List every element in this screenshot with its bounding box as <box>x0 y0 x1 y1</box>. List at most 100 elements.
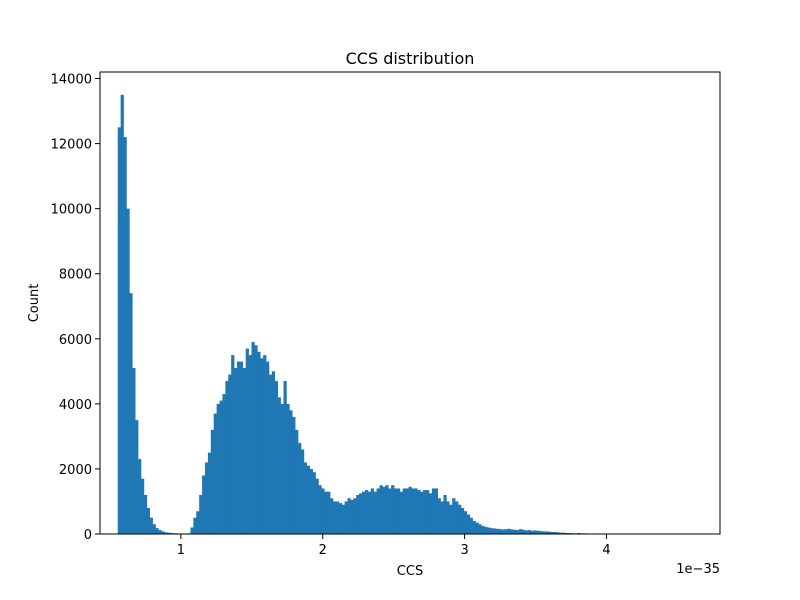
histogram-bar <box>341 504 345 534</box>
histogram-bar <box>405 488 409 534</box>
histogram-bar <box>199 494 203 534</box>
histogram-bar <box>420 491 424 534</box>
y-tick-label: 14000 <box>51 73 92 88</box>
histogram-bar <box>551 532 555 534</box>
histogram-bar <box>344 501 348 534</box>
histogram-bar <box>504 529 508 534</box>
histogram-bar <box>338 503 342 534</box>
histogram-bar <box>373 491 377 534</box>
histogram-bar <box>138 459 142 534</box>
histogram-bar <box>318 485 322 534</box>
histogram-bar <box>234 368 238 534</box>
histogram-bar <box>408 486 412 534</box>
histogram-bar <box>228 374 232 534</box>
histogram-bar <box>315 478 319 534</box>
histogram-bar <box>426 490 430 534</box>
histogram-bar <box>452 498 456 534</box>
histogram-bar <box>481 525 485 534</box>
histogram-bar <box>129 293 133 534</box>
histogram-bar <box>263 355 267 534</box>
histogram-bar <box>498 529 502 534</box>
histogram-bar <box>460 507 465 534</box>
histogram-bar <box>161 531 165 534</box>
histogram-bar <box>292 416 296 534</box>
histogram-bar <box>242 368 247 534</box>
y-axis-title: Count <box>27 284 42 323</box>
chart-title: CCS distribution <box>346 49 475 68</box>
y-tick-label: 6000 <box>59 333 92 348</box>
histogram-bar <box>391 485 395 534</box>
histogram-bar <box>332 501 337 534</box>
histogram-bar <box>149 517 153 534</box>
histogram-bar <box>458 504 462 534</box>
histogram-bar <box>210 429 215 534</box>
histogram-bar <box>254 345 258 534</box>
histogram-bar <box>193 517 197 534</box>
histogram-bar <box>475 522 479 534</box>
histogram-bar <box>556 532 561 534</box>
histogram-bar <box>260 358 264 534</box>
histogram-bar <box>219 400 223 534</box>
histogram-bar <box>423 490 427 534</box>
histogram-bar <box>382 486 386 534</box>
histogram-bar <box>327 491 331 534</box>
histogram-bar <box>379 485 383 534</box>
histogram-bar <box>146 507 151 534</box>
histogram-bar <box>449 504 453 534</box>
histogram-bar <box>312 472 316 534</box>
histogram-bar <box>396 488 401 534</box>
histogram-bar <box>280 403 284 534</box>
histogram-bar <box>303 462 308 534</box>
histogram-bar <box>231 355 235 534</box>
y-tick-label: 4000 <box>59 398 92 413</box>
histogram-bar <box>353 498 357 534</box>
histogram-bar <box>271 371 276 534</box>
histogram-bar <box>306 465 310 534</box>
histogram-bar <box>516 530 520 534</box>
histogram-bar <box>507 528 511 534</box>
histogram-bar <box>300 449 305 534</box>
histogram-bar <box>411 488 415 534</box>
y-tick-label: 12000 <box>51 138 92 153</box>
histogram-bar <box>324 491 328 534</box>
histogram-bar <box>530 530 534 534</box>
histogram-bar <box>385 485 389 534</box>
histogram-bar <box>443 494 447 534</box>
histogram-bar <box>562 532 566 534</box>
histogram-bar <box>330 498 334 534</box>
histogram-bar <box>554 532 558 534</box>
histogram-bar <box>257 351 261 534</box>
plot-frame <box>99 71 721 535</box>
histogram-bar <box>388 488 392 534</box>
histogram-bar <box>359 493 363 534</box>
histogram-bar <box>207 452 212 534</box>
histogram-bar <box>431 488 436 534</box>
histogram-bar <box>463 511 468 534</box>
histogram-bar <box>469 517 473 534</box>
histogram-bar <box>364 490 369 534</box>
histogram-bar <box>434 488 438 534</box>
histogram-bar <box>527 530 532 534</box>
histogram-bar <box>492 528 497 534</box>
histogram-bar <box>536 530 540 534</box>
histogram-bar <box>495 528 500 534</box>
histogram-bar <box>356 494 360 534</box>
histogram-bar <box>414 488 418 534</box>
histogram-bar <box>152 524 156 534</box>
histogram-bar <box>559 532 564 534</box>
histogram-bar <box>225 381 229 534</box>
histogram-bar <box>268 374 273 534</box>
histogram-bar <box>309 468 313 534</box>
histogram-bar <box>399 491 404 534</box>
histogram-bar <box>362 491 366 534</box>
histogram-bar <box>135 420 139 534</box>
histogram-bar <box>236 361 241 534</box>
histogram-bar <box>213 413 217 534</box>
y-tick-label: 2000 <box>59 463 92 478</box>
histogram-bar <box>126 208 130 534</box>
histogram-bar <box>117 127 121 534</box>
histogram-bar <box>295 429 299 534</box>
histogram-bar <box>123 137 127 534</box>
histogram-bar <box>286 403 290 534</box>
